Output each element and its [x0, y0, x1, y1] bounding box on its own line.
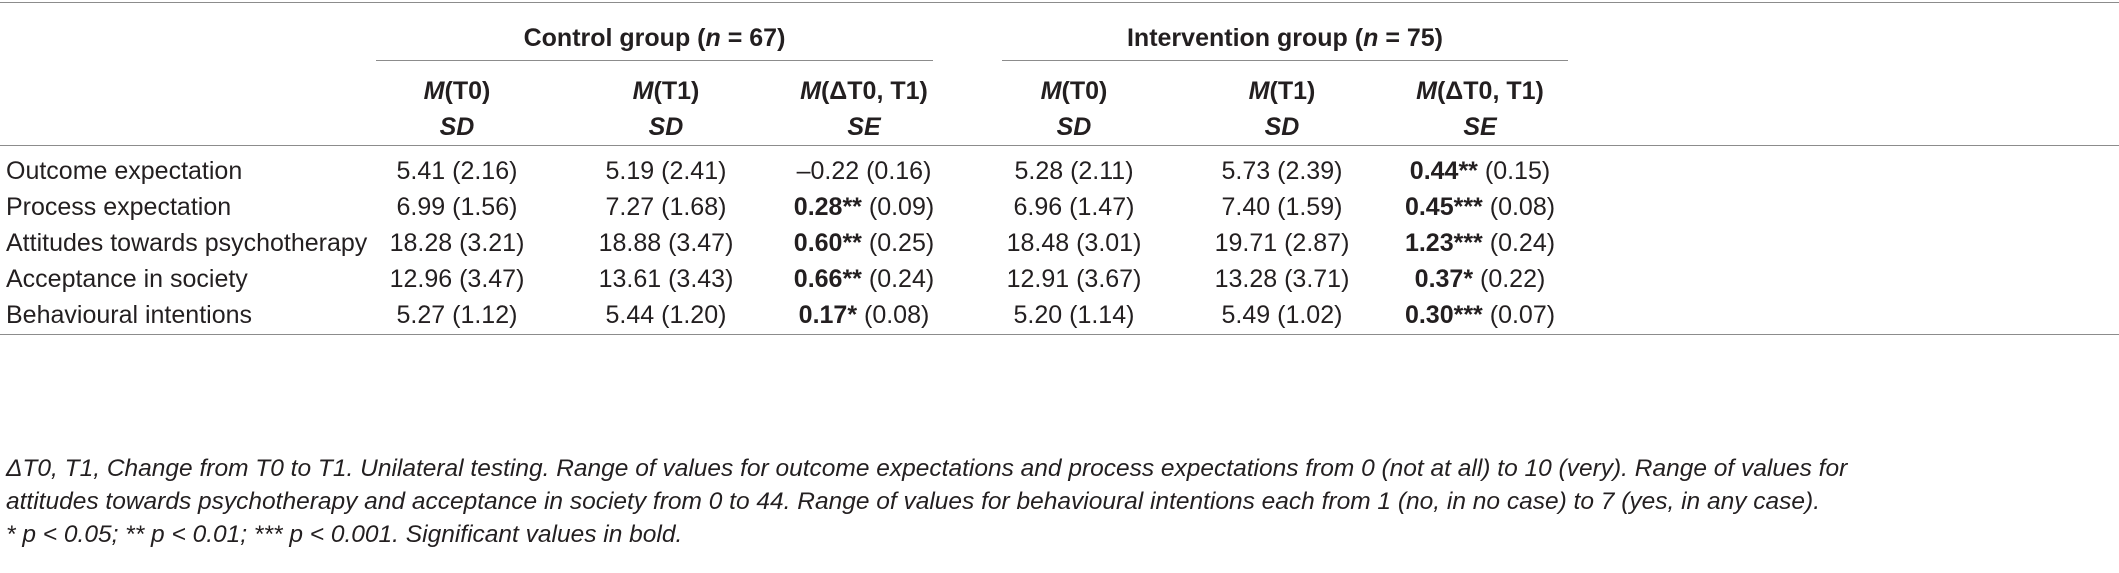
column-header: M(T1) SD: [632, 77, 700, 141]
table-cell: 0.45*** (0.08): [1404, 193, 1556, 221]
table-cell: 12.91 (3.67): [1006, 265, 1142, 293]
footnote-line-3: * p < 0.05; ** p < 0.01; *** p < 0.001. …: [6, 521, 683, 548]
footnote-line-1: ΔT0, T1, Change from T0 to T1. Unilatera…: [6, 455, 1848, 482]
column-header: M(T0) SD: [1040, 77, 1108, 141]
table-cell: 18.88 (3.47): [598, 229, 734, 257]
table-cell: –0.22 (0.16): [796, 157, 932, 185]
table-cell: 5.27 (1.12): [396, 301, 518, 329]
table-cell: 0.60** (0.25): [793, 229, 935, 257]
column-header: M(T0) SD: [423, 77, 491, 141]
table-row: Attitudes towards psychotherapy 18.28 (3.…: [0, 220, 2119, 266]
table-cell: 0.30*** (0.07): [1404, 301, 1556, 329]
top-rule: [0, 2, 2119, 3]
table-cell: 0.66** (0.24): [793, 265, 935, 293]
table-cell: 5.49 (1.02): [1221, 301, 1343, 329]
table-cell: 19.71 (2.87): [1214, 229, 1350, 257]
table-footnote: ΔT0, T1, Change from T0 to T1. Unilatera…: [6, 452, 2111, 551]
table-cell: 18.28 (3.21): [389, 229, 525, 257]
control-group-header: Control group (n = 67): [523, 24, 786, 52]
table-cell: 5.44 (1.20): [605, 301, 727, 329]
footnote-line-2: attitudes towards psychotherapy and acce…: [6, 488, 1821, 515]
table-cell: 18.48 (3.01): [1006, 229, 1142, 257]
table-cell: 5.20 (1.14): [1013, 301, 1135, 329]
control-group-rule: [376, 60, 933, 61]
table-cell: 0.37* (0.22): [1414, 265, 1546, 293]
table-cell: 5.41 (2.16): [396, 157, 518, 185]
table-cell: 1.23*** (0.24): [1404, 229, 1556, 257]
table-cell: 6.96 (1.47): [1013, 193, 1135, 221]
table-cell: 12.96 (3.47): [389, 265, 525, 293]
row-label: Attitudes towards psychotherapy: [6, 229, 368, 257]
table-cell: 7.27 (1.68): [605, 193, 727, 221]
column-header: M(ΔT0, T1) SE: [1416, 77, 1544, 141]
table-cell: 13.28 (3.71): [1214, 265, 1350, 293]
column-header: M(T1) SD: [1248, 77, 1316, 141]
table-cell: 5.28 (2.11): [1014, 157, 1134, 185]
row-label: Acceptance in society: [6, 265, 248, 293]
table-cell: 13.61 (3.43): [598, 265, 734, 293]
table-cell: 0.44** (0.15): [1409, 157, 1551, 185]
table-cell: 0.28** (0.09): [793, 193, 935, 221]
table-bottom-rule: [0, 334, 2119, 335]
row-label: Outcome expectation: [6, 157, 243, 185]
table-cell: 5.19 (2.41): [605, 157, 727, 185]
table-cell: 7.40 (1.59): [1221, 193, 1343, 221]
table-row: Outcome expectation 5.41 (2.16) 5.19 (2.41…: [0, 148, 2119, 194]
row-label: Process expectation: [6, 193, 232, 221]
column-header: M(ΔT0, T1) SE: [800, 77, 928, 141]
table-row: Behavioural intentions 5.27 (1.12) 5.44 (1…: [0, 292, 2119, 338]
table-cell: 0.17* (0.08): [798, 301, 930, 329]
row-label: Behavioural intentions: [6, 301, 252, 329]
intervention-group-rule: [1002, 60, 1568, 61]
table-cell: 5.73 (2.39): [1221, 157, 1343, 185]
table-cell: 6.99 (1.56): [396, 193, 518, 221]
intervention-group-header: Intervention group (n = 75): [1126, 24, 1443, 52]
header-bottom-rule: [0, 145, 2119, 146]
table-row: Process expectation 6.99 (1.56) 7.27 (1.68…: [0, 184, 2119, 230]
table-row: Acceptance in society 12.96 (3.47) 13.61 (…: [0, 256, 2119, 302]
